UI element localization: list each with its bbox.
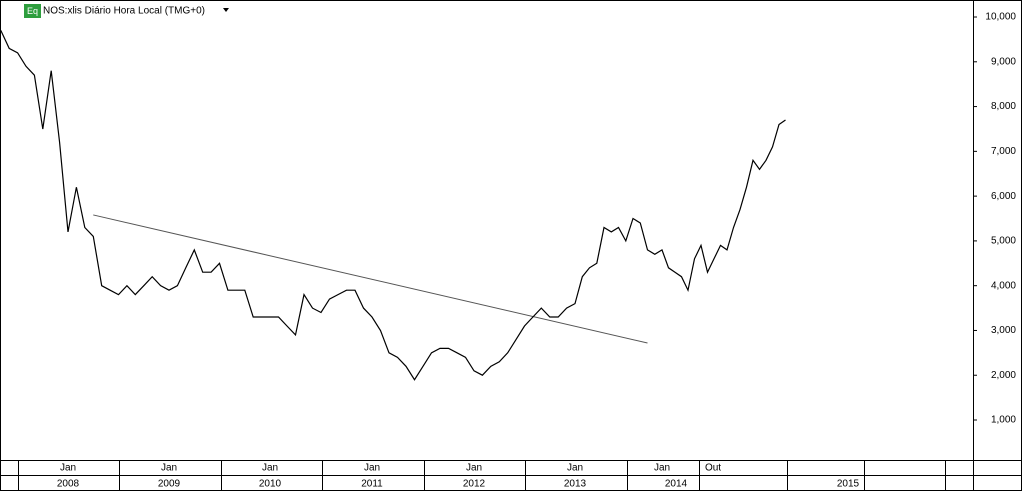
price-line: [0, 30, 786, 381]
x-month-label: Jan: [262, 463, 278, 474]
x-year-label: 2010: [259, 479, 282, 490]
y-tick-label: 5,000: [991, 236, 1016, 247]
x-year-label: 2012: [463, 479, 486, 490]
badge-bg: [24, 4, 41, 18]
trendline: [93, 214, 648, 344]
chart-title[interactable]: NOS:xlis Diário Hora Local (TMG+0): [43, 6, 205, 17]
x-month-label: Out: [705, 463, 721, 474]
y-tick-label: 9,000: [991, 56, 1016, 67]
y-tick-label: 2,000: [991, 370, 1016, 381]
x-year-label: 2009: [158, 479, 181, 490]
x-year-label: 2011: [361, 479, 383, 490]
y-tick-label: 7,000: [991, 146, 1016, 157]
y-tick-label: 4,000: [991, 280, 1016, 291]
x-month-label: Jan: [567, 463, 583, 474]
x-month-label: Jan: [60, 463, 76, 474]
dropdown-arrow[interactable]: [223, 8, 229, 12]
x-year-label: 2008: [57, 479, 80, 490]
badge: Eq: [27, 6, 38, 16]
y-tick-label: 6,000: [991, 191, 1016, 202]
x-month-label: Jan: [161, 463, 177, 474]
x-year-label: 2013: [564, 479, 587, 490]
y-tick-label: 8,000: [991, 101, 1016, 112]
x-month-label: Jan: [466, 463, 482, 474]
x-month-label: Jan: [364, 463, 380, 474]
y-tick-label: 10,000: [985, 12, 1016, 23]
y-tick-label: 3,000: [991, 325, 1016, 336]
y-tick-label: 1,000: [991, 415, 1016, 426]
x-year-label: 2014: [665, 479, 688, 490]
x-year-label: 2015: [837, 479, 860, 490]
x-month-label: Jan: [654, 463, 670, 474]
